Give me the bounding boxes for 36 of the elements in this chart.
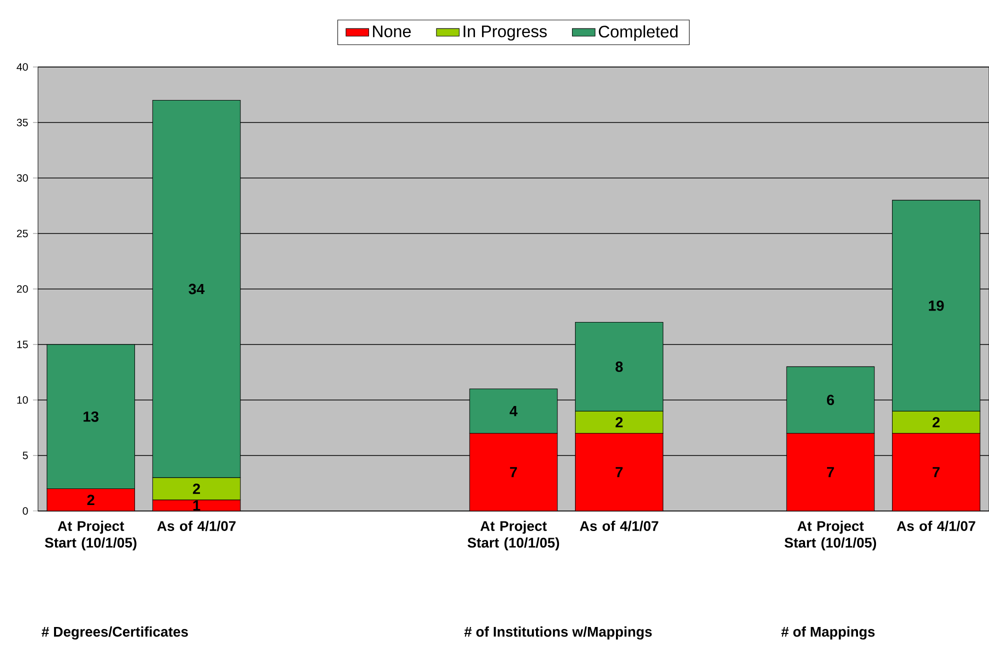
y-tick-label: 40 (16, 63, 28, 71)
y-tick-label: 0 (22, 507, 28, 515)
x-tick-label: At Project Start (10/1/05) (784, 520, 876, 550)
data-label: 7 (827, 467, 834, 478)
data-label: 1 (193, 500, 200, 510)
y-tick-label: 20 (16, 285, 28, 293)
data-label: 13 (84, 411, 98, 422)
data-label: 8 (616, 362, 623, 372)
data-label: 7 (616, 467, 623, 478)
data-label: 34 (188, 284, 205, 294)
data-label: 7 (510, 467, 517, 478)
x-tick-label: As of 4/1/07 (896, 520, 976, 532)
data-label: 7 (932, 467, 940, 478)
data-label: 2 (932, 417, 940, 428)
y-tick-label: 35 (16, 118, 28, 126)
x-tick-label: At Project Start (10/1/05) (468, 520, 560, 550)
x-tick-label: At Project Start (10/1/05) (44, 520, 136, 550)
data-label: 6 (826, 394, 834, 406)
x-tick-label: As of 4/1/07 (580, 520, 658, 532)
data-label: 4 (510, 406, 518, 416)
y-tick-label: 15 (17, 340, 28, 348)
y-tick-label: 5 (22, 452, 28, 460)
legend-label: In Progress (464, 26, 547, 41)
y-tick-label: 25 (16, 230, 28, 238)
legend-label: None (373, 26, 411, 38)
text: # of Institutions w/Mappings (464, 626, 652, 640)
y-tick-label: 30 (16, 174, 28, 182)
text: # Degrees/Certificates (42, 626, 188, 640)
data-label: 19 (928, 300, 944, 311)
x-tick-label: As of 4/1/07 (157, 520, 236, 532)
data-label: 2 (192, 484, 200, 494)
data-label: 2 (616, 417, 623, 428)
legend-label: Completed (598, 25, 678, 41)
text: # of Mappings (781, 626, 875, 640)
data-label: 2 (87, 494, 94, 506)
y-tick-label: 10 (17, 396, 28, 404)
